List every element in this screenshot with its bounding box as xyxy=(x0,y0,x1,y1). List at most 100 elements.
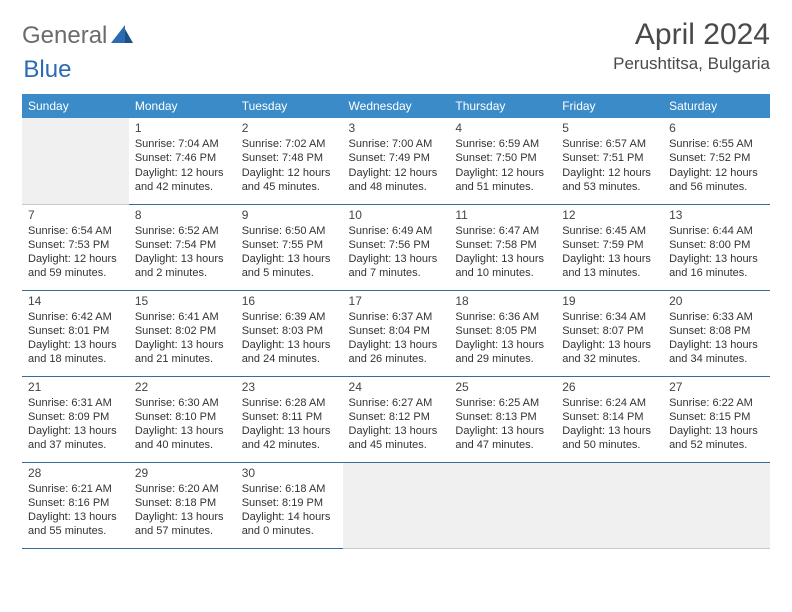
calendar-body: 1 Sunrise: 7:04 AMSunset: 7:46 PMDaylight… xyxy=(22,118,770,548)
calendar-cell: 28 Sunrise: 6:21 AMSunset: 8:16 PMDayligh… xyxy=(22,462,129,548)
day-header-fri: Friday xyxy=(556,94,663,118)
day-number: 16 xyxy=(242,294,337,308)
day-info: Sunrise: 6:37 AMSunset: 8:04 PMDaylight:… xyxy=(349,310,444,367)
day-info: Sunrise: 6:22 AMSunset: 8:15 PMDaylight:… xyxy=(669,396,764,453)
day-header-wed: Wednesday xyxy=(343,94,450,118)
calendar-cell: 10Sunrise: 6:49 AMSunset: 7:56 PMDayligh… xyxy=(343,204,450,290)
calendar-cell: 5 Sunrise: 6:57 AMSunset: 7:51 PMDaylight… xyxy=(556,118,663,204)
calendar-page: General April 2024 Perushtitsa, Bulgaria… xyxy=(0,0,792,567)
location-label: Perushtitsa, Bulgaria xyxy=(613,54,770,74)
calendar-cell xyxy=(663,462,770,548)
day-number: 1 xyxy=(135,121,230,135)
calendar-cell: 26 Sunrise: 6:24 AMSunset: 8:14 PMDayligh… xyxy=(556,376,663,462)
day-number: 9 xyxy=(242,208,337,222)
day-number: 26 xyxy=(562,380,657,394)
day-info: Sunrise: 7:00 AMSunset: 7:49 PMDaylight:… xyxy=(349,137,444,194)
calendar-cell xyxy=(343,462,450,548)
day-info: Sunrise: 6:45 AMSunset: 7:59 PMDaylight:… xyxy=(562,224,657,281)
day-header-sat: Saturday xyxy=(663,94,770,118)
day-header-tue: Tuesday xyxy=(236,94,343,118)
calendar-cell: 1 Sunrise: 7:04 AMSunset: 7:46 PMDaylight… xyxy=(129,118,236,204)
day-number: 7 xyxy=(28,208,123,222)
calendar-cell: 12 Sunrise: 6:45 AMSunset: 7:59 PMDayligh… xyxy=(556,204,663,290)
calendar-cell: 21Sunrise: 6:31 AMSunset: 8:09 PMDayligh… xyxy=(22,376,129,462)
day-info: Sunrise: 6:30 AMSunset: 8:10 PMDaylight:… xyxy=(135,396,230,453)
day-info: Sunrise: 6:57 AMSunset: 7:51 PMDaylight:… xyxy=(562,137,657,194)
calendar-cell: 11 Sunrise: 6:47 AMSunset: 7:58 PMDayligh… xyxy=(449,204,556,290)
day-number: 19 xyxy=(562,294,657,308)
day-number: 15 xyxy=(135,294,230,308)
day-header-row: Sunday Monday Tuesday Wednesday Thursday… xyxy=(22,94,770,118)
day-number: 29 xyxy=(135,466,230,480)
day-header-thu: Thursday xyxy=(449,94,556,118)
day-info: Sunrise: 6:34 AMSunset: 8:07 PMDaylight:… xyxy=(562,310,657,367)
calendar-cell: 20 Sunrise: 6:33 AMSunset: 8:08 PMDayligh… xyxy=(663,290,770,376)
calendar-cell: 14 Sunrise: 6:42 AMSunset: 8:01 PMDayligh… xyxy=(22,290,129,376)
calendar-cell: 13Sunrise: 6:44 AMSunset: 8:00 PMDayligh… xyxy=(663,204,770,290)
day-number: 22 xyxy=(135,380,230,394)
day-number: 5 xyxy=(562,121,657,135)
title-block: April 2024 Perushtitsa, Bulgaria xyxy=(613,18,770,74)
day-info: Sunrise: 6:47 AMSunset: 7:58 PMDaylight:… xyxy=(455,224,550,281)
calendar-cell: 25 Sunrise: 6:25 AMSunset: 8:13 PMDayligh… xyxy=(449,376,556,462)
day-info: Sunrise: 6:27 AMSunset: 8:12 PMDaylight:… xyxy=(349,396,444,453)
day-number: 28 xyxy=(28,466,123,480)
day-info: Sunrise: 6:49 AMSunset: 7:56 PMDaylight:… xyxy=(349,224,444,281)
day-number: 24 xyxy=(349,380,444,394)
day-info: Sunrise: 6:21 AMSunset: 8:16 PMDaylight:… xyxy=(28,482,123,539)
day-number: 13 xyxy=(669,208,764,222)
logo-triangle-icon xyxy=(111,25,133,48)
day-info: Sunrise: 6:28 AMSunset: 8:11 PMDaylight:… xyxy=(242,396,337,453)
calendar-cell: 8Sunrise: 6:52 AMSunset: 7:54 PMDaylight… xyxy=(129,204,236,290)
calendar-cell: 16 Sunrise: 6:39 AMSunset: 8:03 PMDayligh… xyxy=(236,290,343,376)
calendar-cell xyxy=(449,462,556,548)
day-number: 30 xyxy=(242,466,337,480)
day-number: 12 xyxy=(562,208,657,222)
day-number: 20 xyxy=(669,294,764,308)
calendar-cell xyxy=(556,462,663,548)
calendar-row: 1 Sunrise: 7:04 AMSunset: 7:46 PMDaylight… xyxy=(22,118,770,204)
day-number: 23 xyxy=(242,380,337,394)
day-number: 11 xyxy=(455,208,550,222)
calendar-cell: 15 Sunrise: 6:41 AMSunset: 8:02 PMDayligh… xyxy=(129,290,236,376)
day-info: Sunrise: 6:42 AMSunset: 8:01 PMDaylight:… xyxy=(28,310,123,367)
day-info: Sunrise: 6:41 AMSunset: 8:02 PMDaylight:… xyxy=(135,310,230,367)
calendar-cell: 22 Sunrise: 6:30 AMSunset: 8:10 PMDayligh… xyxy=(129,376,236,462)
day-number: 27 xyxy=(669,380,764,394)
day-number: 8 xyxy=(135,208,230,222)
calendar-cell: 7 Sunrise: 6:54 AMSunset: 7:53 PMDaylight… xyxy=(22,204,129,290)
logo: General xyxy=(22,22,135,50)
day-info: Sunrise: 6:55 AMSunset: 7:52 PMDaylight:… xyxy=(669,137,764,194)
calendar-cell: 23 Sunrise: 6:28 AMSunset: 8:11 PMDayligh… xyxy=(236,376,343,462)
day-number: 4 xyxy=(455,121,550,135)
calendar-cell: 30 Sunrise: 6:18 AMSunset: 8:19 PMDayligh… xyxy=(236,462,343,548)
calendar-table: Sunday Monday Tuesday Wednesday Thursday… xyxy=(22,94,770,549)
day-number: 6 xyxy=(669,121,764,135)
calendar-cell: 19 Sunrise: 6:34 AMSunset: 8:07 PMDayligh… xyxy=(556,290,663,376)
day-info: Sunrise: 6:59 AMSunset: 7:50 PMDaylight:… xyxy=(455,137,550,194)
day-info: Sunrise: 6:33 AMSunset: 8:08 PMDaylight:… xyxy=(669,310,764,367)
calendar-cell: 17 Sunrise: 6:37 AMSunset: 8:04 PMDayligh… xyxy=(343,290,450,376)
day-info: Sunrise: 7:04 AMSunset: 7:46 PMDaylight:… xyxy=(135,137,230,194)
day-info: Sunrise: 6:25 AMSunset: 8:13 PMDaylight:… xyxy=(455,396,550,453)
day-info: Sunrise: 6:54 AMSunset: 7:53 PMDaylight:… xyxy=(28,224,123,281)
calendar-cell: 29Sunrise: 6:20 AMSunset: 8:18 PMDayligh… xyxy=(129,462,236,548)
day-info: Sunrise: 6:18 AMSunset: 8:19 PMDaylight:… xyxy=(242,482,337,539)
month-title: April 2024 xyxy=(613,18,770,52)
day-header-mon: Monday xyxy=(129,94,236,118)
day-number: 14 xyxy=(28,294,123,308)
calendar-cell xyxy=(22,118,129,204)
logo-text-general: General xyxy=(22,22,107,50)
day-header-sun: Sunday xyxy=(22,94,129,118)
calendar-cell: 18Sunrise: 6:36 AMSunset: 8:05 PMDayligh… xyxy=(449,290,556,376)
calendar-cell: 6 Sunrise: 6:55 AMSunset: 7:52 PMDaylight… xyxy=(663,118,770,204)
day-info: Sunrise: 6:39 AMSunset: 8:03 PMDaylight:… xyxy=(242,310,337,367)
day-info: Sunrise: 7:02 AMSunset: 7:48 PMDaylight:… xyxy=(242,137,337,194)
calendar-cell: 9Sunrise: 6:50 AMSunset: 7:55 PMDaylight… xyxy=(236,204,343,290)
day-info: Sunrise: 6:36 AMSunset: 8:05 PMDaylight:… xyxy=(455,310,550,367)
day-info: Sunrise: 6:24 AMSunset: 8:14 PMDaylight:… xyxy=(562,396,657,453)
day-number: 17 xyxy=(349,294,444,308)
day-number: 25 xyxy=(455,380,550,394)
calendar-row: 7 Sunrise: 6:54 AMSunset: 7:53 PMDaylight… xyxy=(22,204,770,290)
calendar-row: 14 Sunrise: 6:42 AMSunset: 8:01 PMDayligh… xyxy=(22,290,770,376)
